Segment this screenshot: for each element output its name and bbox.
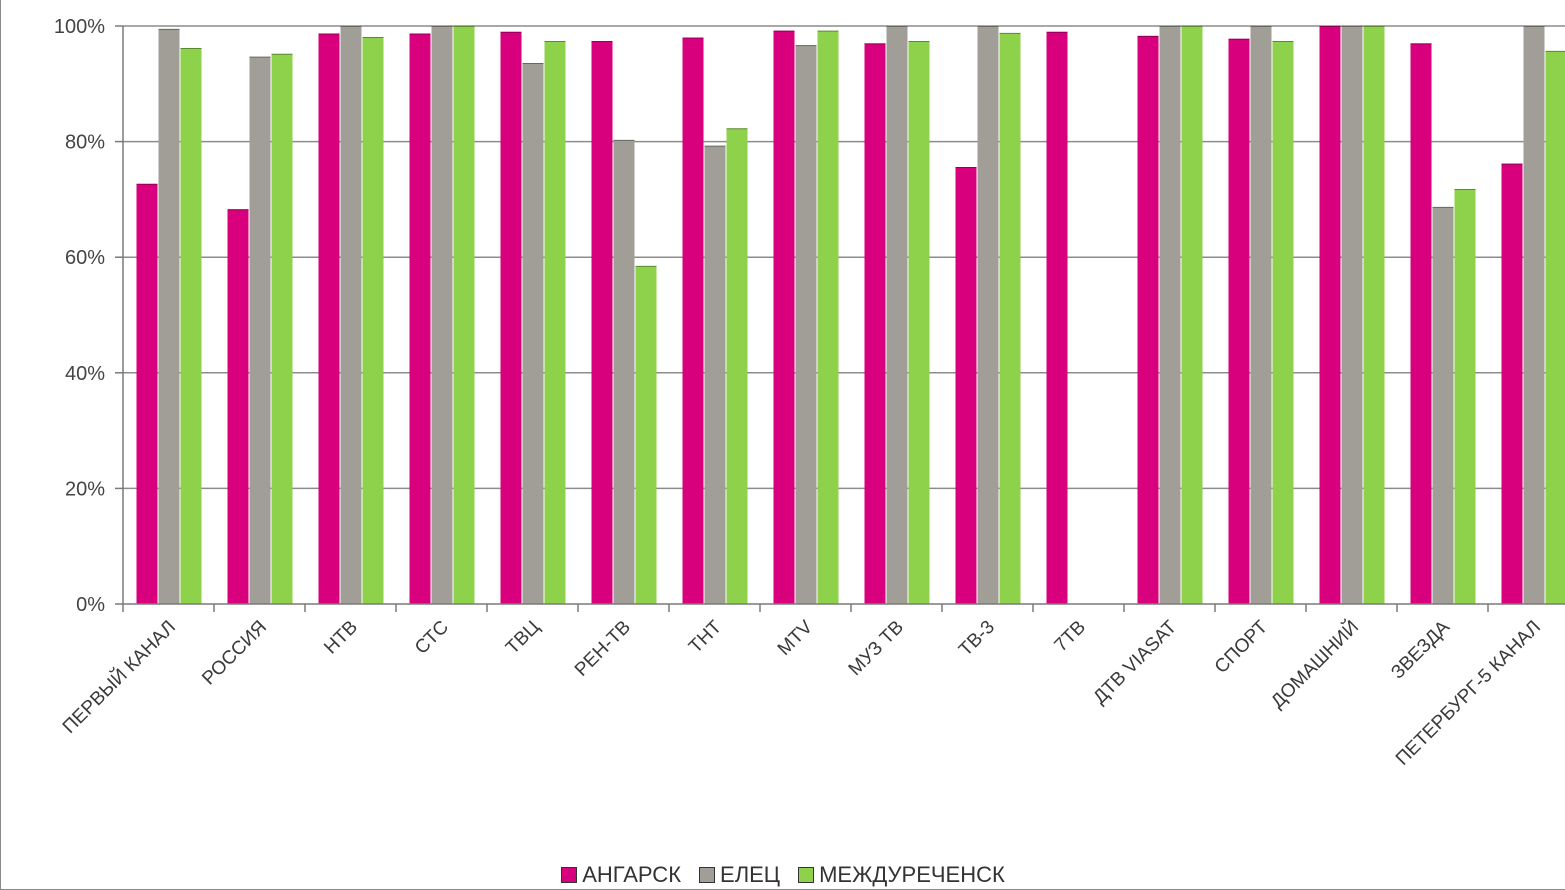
legend-item-mezhdurechensk[interactable]: МЕЖДУРЕЧЕНСК	[798, 862, 1005, 888]
bar	[682, 37, 704, 605]
legend-label-angarsk: АНГАРСК	[582, 862, 682, 887]
bar	[227, 209, 249, 604]
bar	[1363, 26, 1385, 604]
bar	[591, 41, 613, 604]
bar	[773, 30, 795, 604]
y-tick-label: 20%	[65, 478, 105, 500]
legend-item-angarsk[interactable]: АНГАРСК	[561, 862, 681, 888]
bar	[1432, 206, 1454, 604]
bar	[158, 28, 180, 604]
bar	[1228, 38, 1250, 604]
x-tick-label: СТС	[411, 617, 453, 659]
bar	[613, 139, 635, 604]
bar	[500, 31, 522, 604]
legend: АНГАРСК ЕЛЕЦ МЕЖДУРЕЧЕНСК	[1, 862, 1565, 888]
bar	[271, 53, 293, 604]
bar	[431, 26, 453, 604]
bar	[522, 62, 544, 604]
bar	[795, 45, 817, 605]
legend-swatch-angarsk	[561, 867, 578, 883]
y-tick-label: 60%	[65, 247, 105, 269]
bar	[864, 43, 886, 604]
bar	[362, 36, 384, 605]
bar	[409, 33, 431, 605]
bar	[999, 32, 1021, 605]
x-tick-label: MTV	[774, 616, 817, 659]
bar	[635, 265, 657, 604]
x-tick-label: ТНТ	[685, 616, 726, 657]
x-tick-label: 7ТВ	[1051, 617, 1090, 656]
bar	[908, 41, 930, 604]
bar	[544, 41, 566, 604]
y-tick-label: 80%	[65, 132, 105, 154]
bar	[180, 47, 202, 605]
bar	[886, 26, 908, 604]
x-tick-label: РОССИЯ	[198, 617, 271, 690]
bar	[1181, 26, 1203, 604]
x-tick-label: ТВЦ	[502, 617, 544, 659]
bar	[136, 183, 158, 604]
bars	[136, 26, 1565, 605]
bar	[1501, 163, 1523, 604]
bar	[1523, 26, 1545, 604]
bar	[817, 30, 839, 604]
bar	[977, 26, 999, 604]
bar	[1159, 26, 1181, 604]
axes	[115, 25, 1565, 612]
x-tick-label: СПОРТ	[1211, 616, 1273, 678]
x-tick-label: ДТВ VIASAT	[1089, 616, 1181, 708]
y-tick-labels: 0% 20% 40% 60% 80% 100%	[54, 16, 105, 616]
legend-label-mezhdurechensk: МЕЖДУРЕЧЕНСК	[819, 862, 1005, 887]
y-tick-label: 40%	[65, 363, 105, 385]
bar	[1454, 188, 1476, 604]
bar	[704, 145, 726, 604]
bar	[1250, 26, 1272, 604]
bar	[726, 128, 748, 604]
x-tick-label: ПЕРВЫЙ КАНАЛ	[58, 616, 180, 738]
bar	[1046, 31, 1068, 604]
bar	[318, 33, 340, 605]
x-tick-label: НТВ	[320, 617, 362, 659]
bar	[955, 167, 977, 605]
bar	[1341, 26, 1363, 604]
bar	[249, 56, 271, 605]
bar	[1319, 26, 1341, 604]
bar	[340, 26, 362, 604]
x-tick-label: ЗВЕЗДА	[1387, 616, 1454, 683]
bar	[453, 26, 475, 604]
legend-swatch-mezhdurechensk	[798, 867, 815, 883]
legend-item-elets[interactable]: ЕЛЕЦ	[699, 862, 780, 888]
bar	[1272, 41, 1294, 604]
bar	[1410, 43, 1432, 604]
y-tick-label: 0%	[76, 594, 105, 616]
legend-swatch-elets	[699, 867, 716, 883]
x-tick-label: ТВ-3	[955, 617, 999, 661]
bar	[1137, 35, 1159, 605]
y-tick-label: 100%	[54, 16, 105, 38]
x-tick-labels: ПЕРВЫЙ КАНАЛ РОССИЯ НТВ СТС ТВЦ РЕН-ТВ ТНТ MTV М…	[58, 616, 1545, 770]
x-tick-label: ДОМАШНИЙ	[1266, 616, 1363, 713]
x-tick-label: МУЗ ТВ	[845, 617, 908, 680]
bar	[1545, 50, 1565, 604]
legend-label-elets: ЕЛЕЦ	[720, 862, 781, 887]
x-tick-label: РЕН-ТВ	[571, 617, 635, 681]
